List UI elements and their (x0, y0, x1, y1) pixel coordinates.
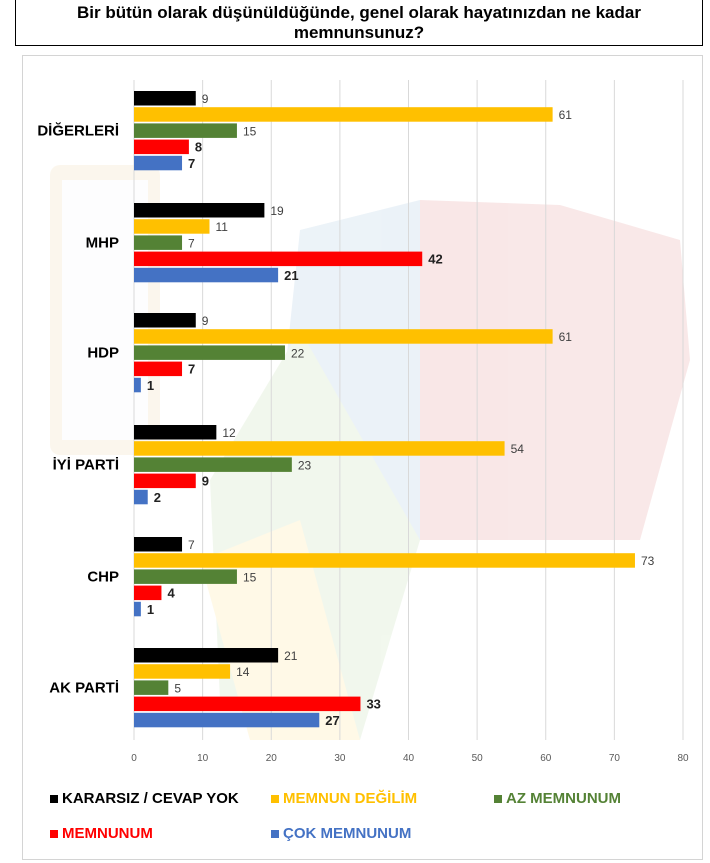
bar-kararsiz-cevap-yok (134, 313, 196, 328)
bar-memnun-degilim (134, 329, 553, 344)
legend-swatch-memnunum (50, 830, 58, 838)
category-label: HDP (87, 345, 119, 362)
bar-kararsiz-cevap-yok (134, 537, 183, 552)
legend-swatch-kararsiz-cevap-yok (50, 795, 58, 803)
data-label: 7 (188, 236, 195, 250)
data-label: 12 (222, 426, 236, 440)
legend: KARARSIZ / CEVAP YOK MEMNUN DEĞİLİM AZ MEM… (50, 789, 621, 842)
bar-kararsiz-cevap-yok (134, 203, 265, 218)
bar-az-memnunum (134, 235, 183, 250)
bar-cok-memnunum (134, 155, 183, 171)
bar-az-memnunum (134, 680, 169, 695)
data-label: 14 (236, 665, 250, 679)
x-tick-label: 30 (334, 753, 346, 764)
data-label: 23 (298, 458, 312, 472)
legend-label: MEMNUNUM (62, 825, 153, 842)
x-tick-label: 70 (609, 753, 621, 764)
bar-memnunum (134, 473, 196, 489)
category-label: CHP (87, 569, 119, 586)
data-label: 4 (167, 586, 175, 601)
category-label: AK PARTİ (49, 680, 119, 697)
x-tick-label: 80 (677, 753, 689, 764)
bar-az-memnunum (134, 345, 285, 360)
data-label: 27 (325, 713, 339, 728)
legend-swatch-memnun-degilim (271, 795, 279, 803)
x-tick-label: 40 (403, 753, 415, 764)
data-label: 11 (215, 220, 228, 234)
bar-kararsiz-cevap-yok (134, 91, 196, 106)
bar-memnunum (134, 251, 423, 267)
bar-cok-memnunum (134, 377, 141, 393)
bar-memnun-degilim (134, 219, 210, 234)
legend-swatch-az-memnunum (494, 795, 502, 803)
data-label: 9 (202, 92, 209, 106)
legend-swatch-cok-memnunum (271, 830, 279, 838)
bar-cok-memnunum (134, 712, 320, 728)
chart-title: Bir bütün olarak düşünüldüğünde, genel o… (77, 2, 641, 42)
data-label: 15 (243, 570, 257, 584)
legend-label: KARARSIZ / CEVAP YOK (62, 790, 239, 807)
labels: 0 10 20 30 40 50 60 70 809611587DİĞERLERİ1911742… (37, 92, 689, 764)
bar-kararsiz-cevap-yok (134, 425, 217, 440)
x-tick-label: 50 (472, 753, 484, 764)
data-label: 21 (284, 649, 298, 663)
data-label: 15 (243, 124, 257, 138)
data-label: 73 (641, 554, 655, 568)
category-label: İYİ PARTİ (53, 457, 119, 474)
data-label: 5 (174, 681, 181, 695)
bar-memnun-degilim (134, 107, 553, 122)
bar-memnun-degilim (134, 441, 505, 456)
category-label: DİĞERLERİ (37, 122, 119, 140)
data-label: 42 (428, 252, 442, 267)
data-label: 54 (511, 442, 525, 456)
chart-title-box: Bir bütün olarak düşünüldüğünde, genel o… (15, 0, 703, 46)
bar-kararsiz-cevap-yok (134, 648, 279, 663)
legend-label: MEMNUN DEĞİLİM (283, 789, 417, 807)
data-label: 1 (147, 602, 154, 617)
data-label: 9 (202, 474, 209, 489)
x-tick-label: 10 (197, 753, 209, 764)
data-label: 7 (188, 156, 195, 171)
bar-cok-memnunum (134, 601, 141, 617)
bar-cok-memnunum (134, 267, 279, 283)
x-tick-label: 60 (540, 753, 552, 764)
category-label: MHP (86, 235, 119, 252)
data-label: 22 (291, 346, 305, 360)
bar-memnunum (134, 696, 361, 712)
data-label: 9 (202, 314, 209, 328)
data-label: 1 (147, 378, 154, 393)
bar-memnunum (134, 361, 183, 377)
data-label: 61 (559, 330, 573, 344)
bar-memnunum (134, 139, 189, 155)
legend-label: AZ MEMNUNUM (506, 790, 621, 807)
bar-az-memnunum (134, 569, 237, 584)
data-label: 33 (366, 697, 380, 712)
bar-az-memnunum (134, 123, 237, 138)
data-label: 8 (195, 140, 202, 155)
data-label: 7 (188, 362, 195, 377)
bar-cok-memnunum (134, 489, 148, 505)
data-label: 7 (188, 538, 195, 552)
bar-memnun-degilim (134, 664, 231, 679)
x-tick-label: 0 (131, 753, 137, 764)
bars (134, 91, 635, 728)
x-tick-label: 20 (266, 753, 278, 764)
data-label: 2 (154, 490, 161, 505)
data-label: 19 (270, 204, 284, 218)
bar-memnunum (134, 585, 162, 601)
data-label: 61 (559, 108, 573, 122)
legend-label: ÇOK MEMNUNUM (283, 825, 411, 842)
data-label: 21 (284, 268, 298, 283)
gridlines (133, 80, 684, 740)
bar-memnun-degilim (134, 553, 635, 568)
bar-az-memnunum (134, 457, 292, 472)
